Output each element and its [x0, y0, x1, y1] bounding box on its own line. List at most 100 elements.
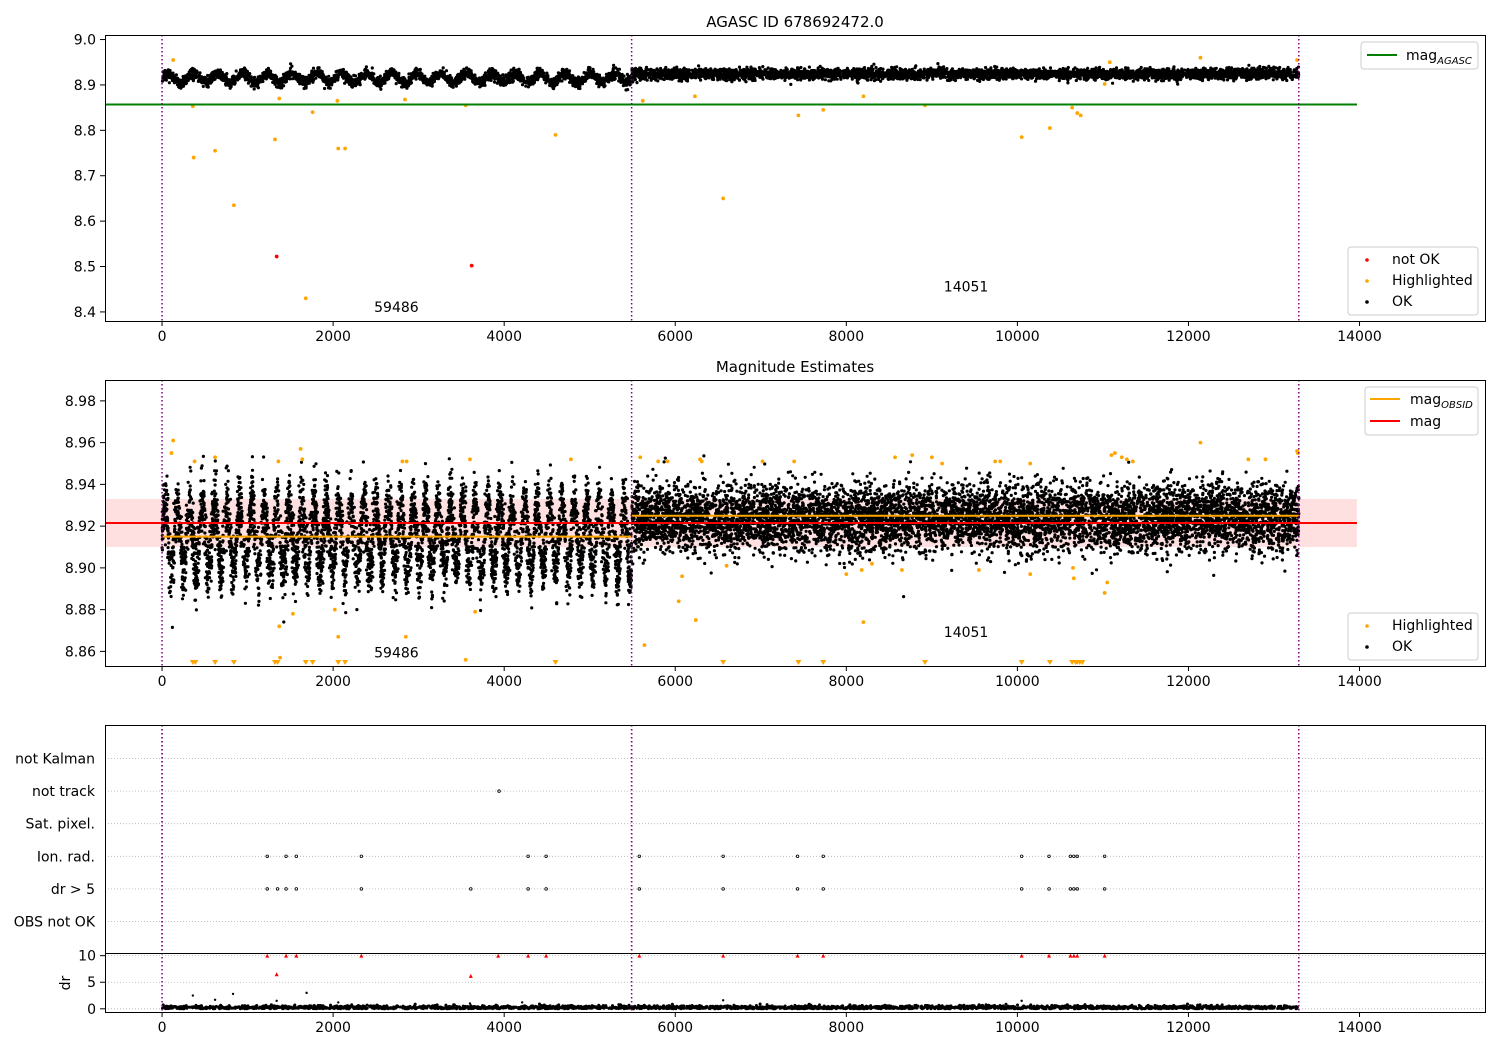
ok-point [343, 75, 347, 79]
ok-point [253, 75, 257, 79]
ok-point [697, 64, 701, 68]
ok-point [561, 67, 565, 72]
ok-point [428, 78, 432, 82]
ok-point [575, 79, 579, 83]
ok-point [905, 78, 909, 82]
ok-point [196, 79, 200, 83]
ok-point [535, 66, 539, 70]
ok-point [323, 86, 327, 91]
ok-point [191, 79, 195, 83]
ok-point [548, 82, 552, 86]
ok-point [566, 73, 570, 77]
ok-point [587, 75, 591, 79]
ok-point [459, 71, 463, 76]
ok-point [441, 73, 445, 77]
ok-point [345, 73, 349, 77]
agasc-panel-title: AGASC ID 678692472.0 [706, 13, 884, 31]
ok-point [456, 73, 460, 77]
ok-point [499, 83, 503, 87]
ok-point [403, 80, 407, 84]
ok-point [576, 75, 581, 79]
ok-point [287, 72, 291, 76]
ok-point [289, 62, 293, 66]
ok-point [611, 66, 616, 70]
ok-point [495, 71, 499, 75]
ok-point [530, 74, 534, 78]
ok-point [392, 72, 396, 76]
ok-point [850, 77, 854, 81]
ok-point [239, 72, 243, 77]
ok-point [1066, 65, 1070, 70]
ok-point [546, 75, 550, 79]
ok-point [413, 76, 417, 80]
ok-point [452, 82, 456, 86]
ok-point [467, 67, 471, 72]
ok-point [407, 72, 411, 76]
ok-point [400, 85, 405, 89]
ok-point [271, 80, 275, 84]
ok-point [835, 77, 839, 81]
ok-point [588, 72, 592, 76]
ok-point [578, 84, 582, 88]
ok-point [350, 77, 354, 81]
ok-point [601, 83, 606, 87]
ok-point [274, 85, 279, 89]
ok-point [462, 67, 466, 71]
ok-point [533, 73, 537, 77]
ok-point [587, 68, 591, 72]
ok-point [441, 66, 445, 70]
ok-point [332, 74, 336, 78]
ok-point [178, 80, 182, 84]
ok-point [398, 79, 402, 83]
ok-point [469, 76, 473, 80]
ok-point [557, 74, 561, 78]
ok-point [256, 86, 260, 90]
ok-point [168, 69, 172, 73]
ok-point [319, 69, 323, 73]
ok-point [500, 78, 504, 82]
ok-point [211, 70, 215, 74]
ok-point [233, 82, 237, 86]
ok-point [551, 79, 555, 83]
ok-point [348, 80, 352, 84]
ok-point [545, 71, 549, 75]
ok-point [429, 82, 433, 86]
ok-point [492, 73, 496, 77]
ok-point [573, 80, 577, 84]
ok-point [324, 77, 328, 81]
ok-point [583, 79, 588, 83]
ok-point [228, 86, 232, 90]
ok-point [312, 70, 317, 74]
ok-point [506, 74, 511, 78]
ok-point [320, 71, 324, 76]
ok-point [559, 72, 563, 76]
ok-point [168, 72, 172, 76]
ok-point [175, 83, 180, 87]
ok-point [275, 78, 279, 82]
ok-point [320, 75, 324, 79]
ok-point [259, 80, 263, 84]
ok-point [1109, 68, 1113, 72]
ok-point [580, 75, 584, 79]
ok-point [248, 72, 252, 76]
ok-point [890, 65, 894, 69]
ok-point [373, 78, 377, 83]
ok-point [266, 66, 270, 70]
ok-point [180, 84, 184, 89]
ok-point [635, 81, 639, 85]
ok-point [532, 76, 537, 80]
ok-point [514, 73, 518, 77]
ok-point [388, 70, 392, 74]
ok-point [584, 71, 588, 76]
ok-point [435, 71, 439, 75]
ok-point [699, 78, 703, 82]
ok-point [358, 74, 362, 78]
ok-point [290, 73, 294, 77]
ok-point [489, 78, 493, 82]
ok-point [380, 81, 384, 85]
ok-point [677, 79, 681, 83]
ok-point [406, 84, 410, 88]
ok-point [395, 78, 399, 82]
ok-point [680, 79, 684, 83]
ok-point [362, 76, 366, 80]
